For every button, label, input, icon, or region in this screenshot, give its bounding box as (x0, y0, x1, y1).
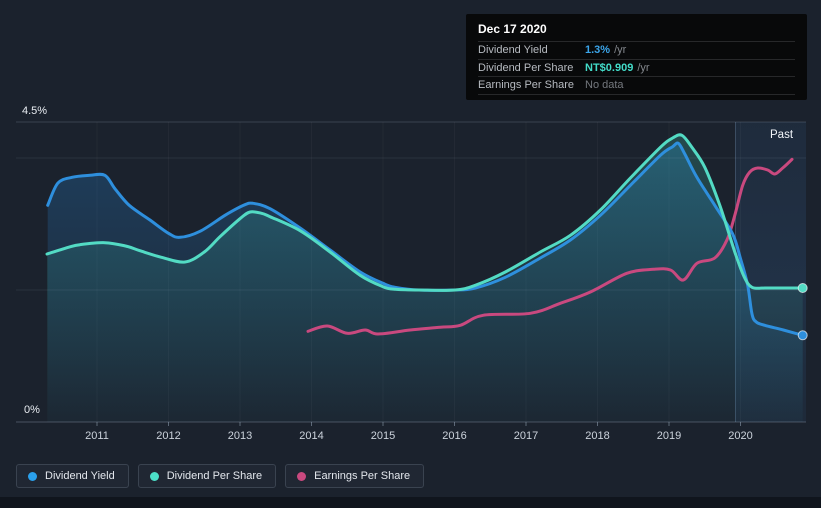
dividend-per-share-area (47, 134, 803, 422)
x-tick-label-2015: 2015 (370, 430, 396, 442)
tooltip-row-value: 1.3% (585, 44, 611, 57)
legend-dot-icon (297, 471, 307, 481)
legend-dot-icon (28, 471, 37, 481)
y-axis-min-label: 0% (24, 404, 40, 416)
past-region-label: Past (770, 129, 794, 141)
x-tick-label-2018: 2018 (585, 430, 610, 442)
legend-dot-icon (149, 471, 159, 481)
dividend-per-share-end-dot (797, 283, 808, 293)
tooltip-row-label: Earnings Per Share (478, 79, 574, 92)
legend-item-dividend-per-share[interactable]: Dividend Per Share (137, 464, 277, 488)
tooltip-row-unit: /yr (614, 44, 627, 57)
earnings-per-share-line (306, 157, 794, 336)
bottom-bar (0, 497, 821, 508)
chart-legend: Dividend Yield Dividend Per Share Earnings… (16, 464, 425, 488)
x-tick-label-2017: 2017 (513, 430, 539, 442)
y-axis-max-label: 4.5% (22, 105, 48, 117)
tooltip-row-value: NT$0.909 (585, 61, 634, 74)
legend-label: Earnings Per Share (314, 470, 411, 482)
tooltip-row-label: Dividend Per Share (478, 61, 574, 74)
chart-tooltip: Dec 17 2020 Dividend Yield 1.3%/yr Dividen… (466, 14, 807, 100)
legend-item-dividend-yield[interactable]: Dividend Yield (16, 464, 129, 488)
legend-label: Dividend Per Share (166, 470, 263, 482)
tooltip-row-value: No data (585, 79, 624, 92)
x-tick-label-2019: 2019 (656, 430, 682, 442)
tooltip-row-label: Dividend Yield (478, 44, 548, 57)
x-tick-label-2020: 2020 (728, 430, 753, 442)
dividend-yield-end-dot (797, 330, 808, 341)
legend-item-earnings-per-share[interactable]: Earnings Per Share (285, 464, 425, 488)
x-tick-label-2011: 2011 (85, 430, 109, 442)
dividend-history-chart[interactable] (0, 0, 821, 452)
tooltip-row: Dividend Yield 1.3%/yr (478, 41, 795, 59)
x-tick-label-2013: 2013 (227, 430, 253, 442)
x-tick-label-2016: 2016 (442, 430, 467, 442)
x-tick-label-2012: 2012 (156, 430, 181, 442)
tooltip-row: Dividend Per Share NT$0.909/yr (478, 58, 795, 77)
x-tick-label-2014: 2014 (299, 430, 324, 442)
tooltip-date: Dec 17 2020 (478, 22, 547, 36)
tooltip-row: Earnings Per Share No data (478, 76, 795, 95)
tooltip-row-unit: /yr (637, 61, 650, 74)
legend-label: Dividend Yield (45, 470, 115, 482)
dividend-per-share-line (45, 133, 805, 292)
